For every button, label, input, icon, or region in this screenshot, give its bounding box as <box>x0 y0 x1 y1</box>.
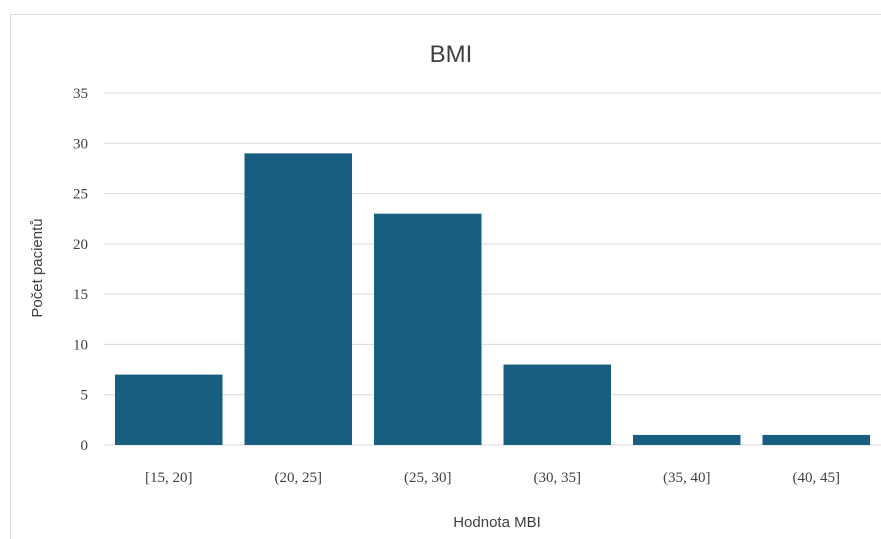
bar-0 <box>115 374 223 445</box>
x-tick-label: (40, 45] <box>793 470 841 486</box>
y-tick-label: 35 <box>73 86 88 102</box>
y-tick-label: 5 <box>81 388 89 404</box>
y-tick-label: 25 <box>73 187 88 203</box>
bar-1 <box>244 153 352 446</box>
y-tick-label: 30 <box>73 136 88 152</box>
bar-5 <box>762 434 870 445</box>
x-tick-label: (20, 25] <box>275 470 323 486</box>
x-axis-title: Hodnota MBI <box>453 514 541 531</box>
x-axis-ticks: [15, 20] (20, 25] (25, 30] (30, 35] (35, 40]… <box>145 470 840 486</box>
y-tick-label: 0 <box>81 438 89 454</box>
gridlines <box>104 92 881 446</box>
bar-3 <box>503 364 611 445</box>
bar-2 <box>374 213 482 445</box>
y-tick-label: 20 <box>73 237 88 253</box>
y-axis-ticks: 0 5 10 15 20 25 30 35 <box>73 86 88 454</box>
x-tick-label: (30, 35] <box>534 470 582 486</box>
x-tick-label: (25, 30] <box>404 470 452 486</box>
y-axis-title: Počet pacientů <box>29 218 46 317</box>
y-tick-label: 10 <box>73 337 88 353</box>
bars <box>115 153 870 446</box>
chart-title: BMI <box>430 41 473 68</box>
y-tick-label: 15 <box>73 287 88 303</box>
x-tick-label: [15, 20] <box>145 470 193 486</box>
x-tick-label: (35, 40] <box>663 470 711 486</box>
bar-4 <box>633 434 741 445</box>
